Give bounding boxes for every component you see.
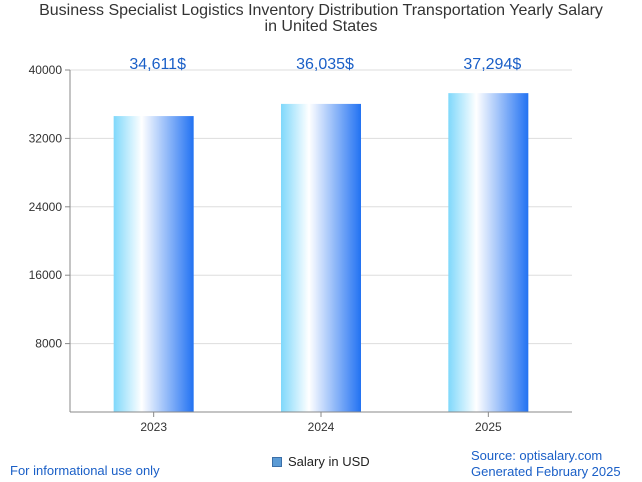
legend-swatch xyxy=(272,456,282,467)
chart-title: Business Specialist Logistics Inventory … xyxy=(0,3,642,35)
chart-title-line-2: in United States xyxy=(264,18,378,35)
bar-2025 xyxy=(448,93,529,413)
y-tick-label: 8000 xyxy=(35,337,62,351)
data-label: 37,294$ xyxy=(463,56,521,73)
legend: Salary in USD xyxy=(272,454,370,469)
y-tick-label: 32000 xyxy=(29,131,63,145)
legend-label: Salary in USD xyxy=(288,454,370,469)
data-label: 36,035$ xyxy=(296,56,354,73)
bars xyxy=(113,93,529,413)
disclaimer-text: For informational use only xyxy=(10,463,160,478)
chart-title-line-1: Business Specialist Logistics Inventory … xyxy=(39,2,603,19)
data-label: 34,611$ xyxy=(129,56,186,73)
x-tick-label: 2025 xyxy=(475,420,502,434)
generated-date: Generated February 2025 xyxy=(471,464,621,479)
source-link[interactable]: Source: optisalary.com xyxy=(471,448,603,463)
y-tick-label: 40000 xyxy=(29,63,63,77)
y-tick-label: 16000 xyxy=(29,268,63,282)
source-block: Source: optisalary.com Generated Februar… xyxy=(471,448,621,480)
labels: 8000 16000 24000 32000 40000 2023 34,611$ 2024 3… xyxy=(29,56,522,434)
axes xyxy=(65,69,572,417)
bar-2024 xyxy=(281,103,361,412)
x-tick-label: 2023 xyxy=(140,420,167,434)
x-tick-label: 2024 xyxy=(308,420,335,434)
y-tick-label: 24000 xyxy=(29,200,63,214)
bar-2023 xyxy=(113,116,194,412)
